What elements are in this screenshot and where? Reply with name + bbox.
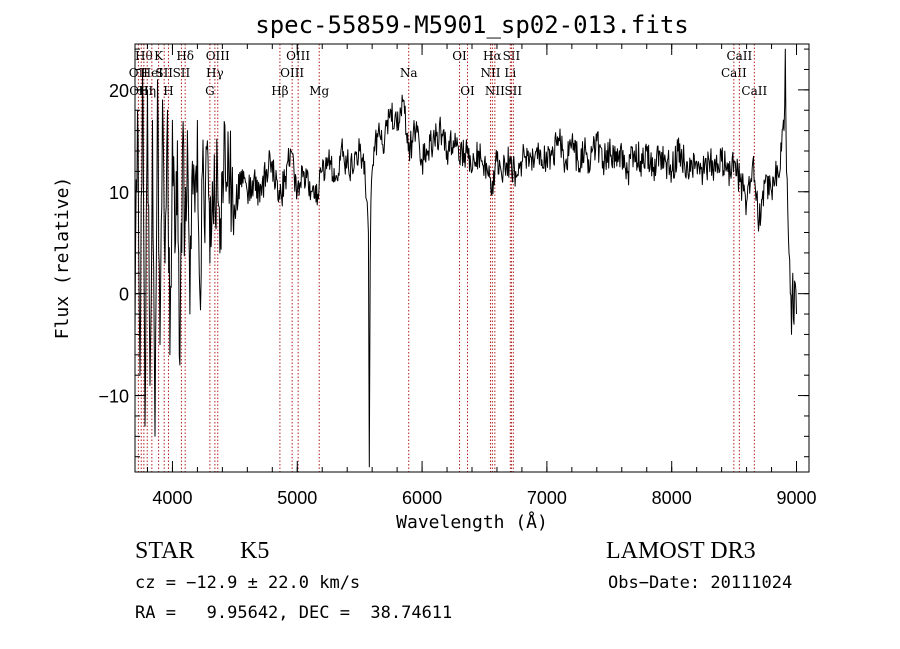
x-tick-label: 5000 xyxy=(277,488,317,508)
y-tick-label: 10 xyxy=(109,183,129,203)
line-marker-label: CaII xyxy=(741,84,767,98)
line-marker-label: OIII xyxy=(206,49,230,63)
line-marker-label: HeI xyxy=(141,66,164,80)
line-marker-label: OI xyxy=(452,49,467,63)
x-tick-label: 9000 xyxy=(776,488,816,508)
line-marker-label: K xyxy=(154,49,164,63)
y-tick-label: 0 xyxy=(119,285,129,305)
line-marker-label: Hα xyxy=(483,49,502,63)
line-marker-label: OIII xyxy=(280,66,304,80)
line-marker-label: Li xyxy=(504,66,516,80)
line-marker-label: Hδ xyxy=(176,49,194,63)
spectral-line-markers: OIIOIIIHθHηHeIKSIIHSIIHδGHγOIIIHβOIIIOII… xyxy=(129,44,767,472)
line-marker-label: SII xyxy=(504,84,522,98)
line-marker-label: Mg xyxy=(309,84,329,98)
observation-date: Obs−Date: 20111024 xyxy=(608,573,793,593)
x-tick-label: 7000 xyxy=(527,488,567,508)
x-tick-label: 6000 xyxy=(402,488,442,508)
line-marker-label: OI xyxy=(460,84,475,98)
y-tick-label: −10 xyxy=(98,387,129,407)
x-tick-label: 8000 xyxy=(652,488,692,508)
line-marker-label: SII xyxy=(173,66,191,80)
line-marker-label: Hβ xyxy=(271,84,288,98)
x-axis-label: Wavelength (Å) xyxy=(396,511,548,533)
axes-frame xyxy=(134,43,810,473)
line-marker-label: SII xyxy=(503,49,521,63)
line-marker-label: G xyxy=(205,84,215,98)
line-marker-label: H xyxy=(163,84,173,98)
line-marker-label: NII xyxy=(480,66,500,80)
line-marker-label: SII xyxy=(155,66,173,80)
line-marker-label: OIII xyxy=(286,49,310,63)
line-marker-label: Hθ xyxy=(135,49,153,63)
series-layer xyxy=(134,48,797,468)
series-line-flux xyxy=(134,48,797,468)
coordinates: RA = 9.95642, DEC = 38.74611 xyxy=(135,603,453,623)
line-marker-label: Na xyxy=(400,66,418,80)
y-axis-label: Flux (relative) xyxy=(52,177,73,340)
line-marker-label: CaII xyxy=(721,66,747,80)
y-tick-label: 20 xyxy=(109,81,129,101)
survey-name: LAMOST DR3 xyxy=(606,538,756,564)
line-marker-label: NII xyxy=(485,84,505,98)
chart-title: spec-55859-M5901_sp02-013.fits xyxy=(255,11,688,39)
axis-ticks: 4000 5000 6000 7000 8000 9000 −10 0 10 20 xyxy=(98,44,817,508)
line-marker-label: CaII xyxy=(726,49,752,63)
x-tick-label: 4000 xyxy=(152,488,192,508)
object-subclass: K5 xyxy=(240,538,270,564)
redshift-velocity: cz = −12.9 ± 22.0 km/s xyxy=(135,573,361,593)
line-marker-label: Hγ xyxy=(206,66,224,80)
object-class: STAR xyxy=(135,538,195,564)
